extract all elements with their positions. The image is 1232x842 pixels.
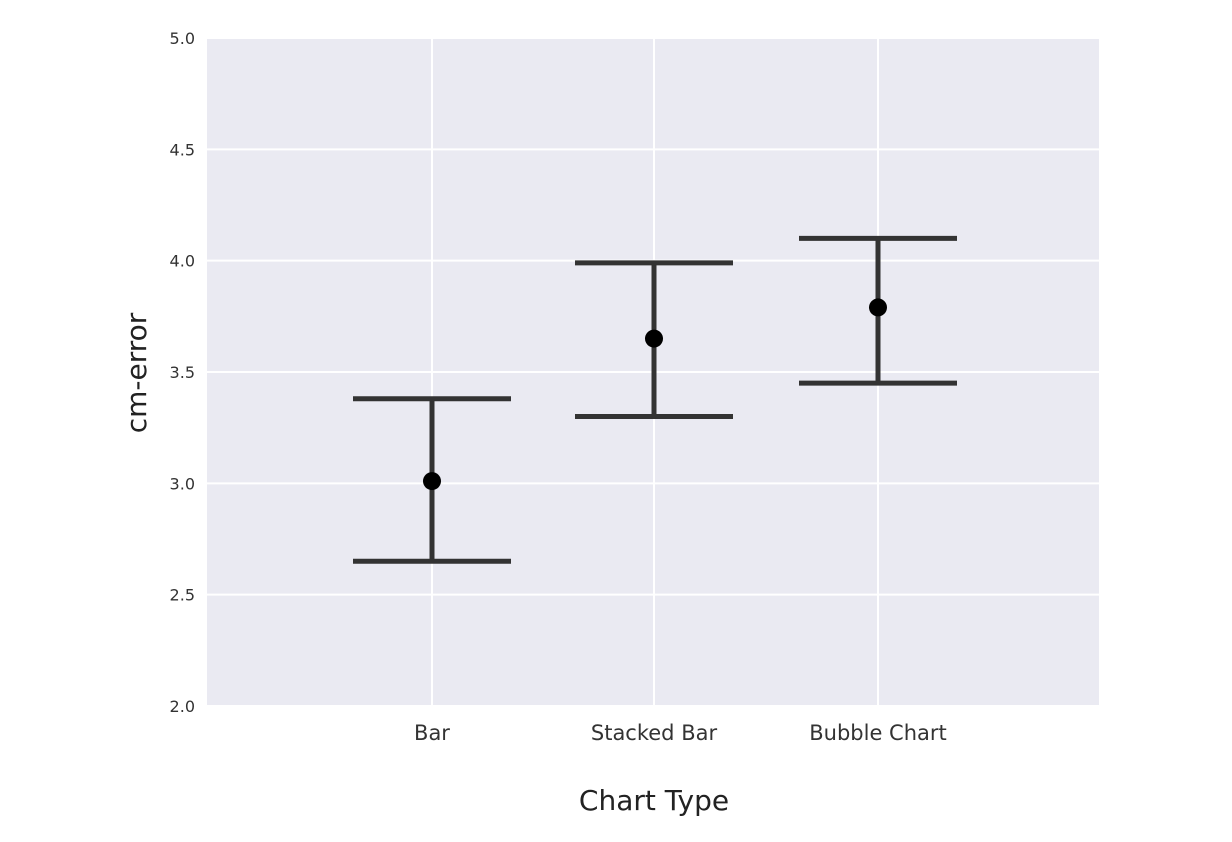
x-tick-label: Bar — [414, 721, 450, 745]
y-axis-label: cm-error — [120, 312, 153, 433]
x-axis-ticks: Bar Stacked Bar Bubble Chart — [414, 721, 947, 745]
y-tick-label: 3.0 — [170, 474, 195, 493]
x-tick-label: Stacked Bar — [591, 721, 718, 745]
y-tick-label: 2.0 — [170, 697, 195, 716]
data-point — [645, 329, 663, 348]
y-tick-label: 3.5 — [170, 363, 195, 382]
y-tick-label: 4.0 — [170, 252, 195, 271]
data-point — [423, 472, 441, 491]
x-axis-label: Chart Type — [579, 784, 729, 817]
markers — [423, 298, 887, 491]
y-tick-label: 2.5 — [170, 586, 195, 605]
x-tick-label: Bubble Chart — [809, 721, 947, 745]
data-point — [869, 298, 887, 317]
y-axis-ticks: 2.0 2.5 3.0 3.5 4.0 4.5 5.0 — [170, 29, 195, 716]
y-tick-label: 5.0 — [170, 29, 195, 48]
y-tick-label: 4.5 — [170, 140, 195, 159]
